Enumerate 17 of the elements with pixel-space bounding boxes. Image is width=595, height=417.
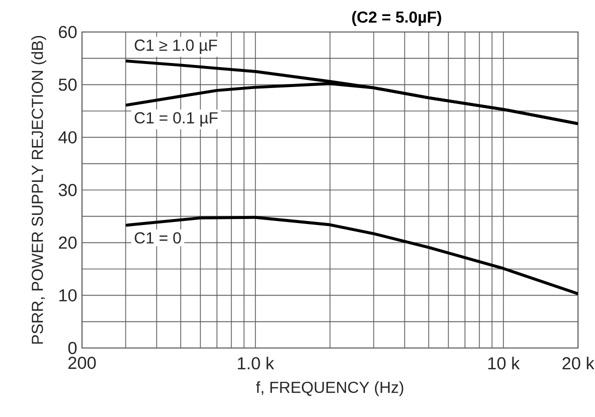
y-axis-title: PSRR, POWER SUPPLY REJECTION (dB) [31,36,46,344]
series-label: C1 ≥ 1.0 µF [134,40,218,54]
chart-title: (C2 = 5.0µF) [352,11,442,26]
x-tick-label: 10 k [488,356,520,370]
y-tick-label: 40 [58,131,77,144]
y-tick-label: 20 [58,236,77,249]
series-label: C1 = 0.1 µF [134,112,218,127]
x-tick-label: 1.0 k [238,356,274,370]
y-tick-label: 50 [58,78,77,91]
x-axis-title: f, FREQUENCY (Hz) [256,381,404,396]
x-tick-label: 200 [68,356,96,369]
y-tick-label: 10 [59,289,77,302]
y-tick-label: 0 [68,342,77,354]
y-tick-label: 30 [58,184,77,196]
x-tick-label: 20 k [562,356,594,370]
series-label: C1 = 0 [134,232,181,244]
y-tick-label: 60 [58,26,77,38]
